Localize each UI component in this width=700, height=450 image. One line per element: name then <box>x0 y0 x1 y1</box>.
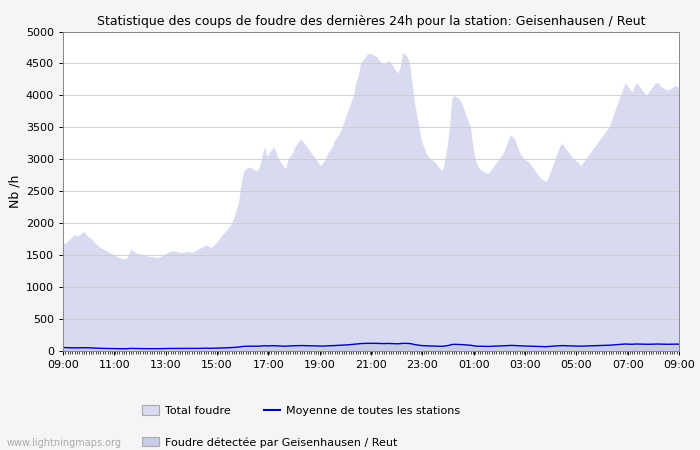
Legend: Foudre détectée par Geisenhausen / Reut: Foudre détectée par Geisenhausen / Reut <box>143 437 397 448</box>
Title: Statistique des coups de foudre des dernières 24h pour la station: Geisenhausen : Statistique des coups de foudre des dern… <box>97 14 645 27</box>
Y-axis label: Nb /h: Nb /h <box>8 175 22 208</box>
Text: www.lightningmaps.org: www.lightningmaps.org <box>7 438 122 448</box>
